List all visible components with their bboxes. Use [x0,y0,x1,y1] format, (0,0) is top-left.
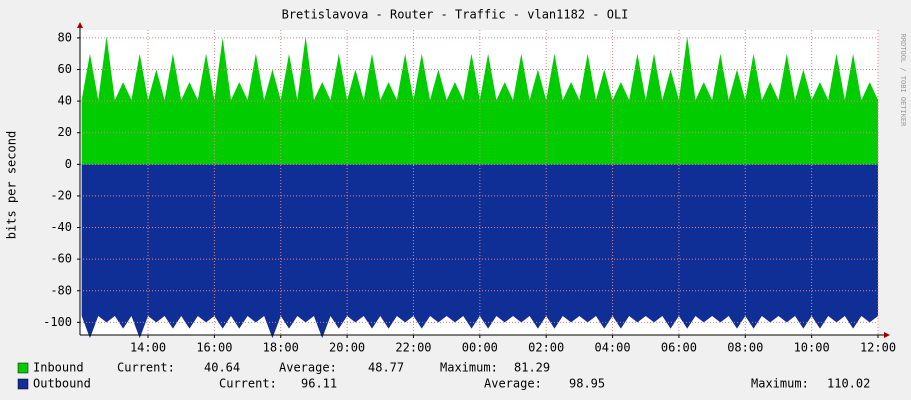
stat-label: Current: [117,361,175,375]
stat-value: 48.77 [368,361,404,375]
stat-value: 40.64 [204,361,240,375]
x-tick-label: 06:00 [661,341,697,355]
stat-value: 96.11 [301,377,337,391]
stat-value: 110.02 [827,377,870,391]
stat-value: 81.29 [514,361,550,375]
y-tick-label: -60 [50,252,72,266]
x-tick-label: 12:00 [860,341,896,355]
stat-label: Average: [484,377,542,391]
x-tick-label: 02:00 [528,341,564,355]
y-axis-arrow [77,22,83,28]
y-tick-label: -20 [50,188,72,202]
y-axis-label: bits per second [5,131,19,239]
x-tick-label: 14:00 [130,341,166,355]
x-tick-label: 18:00 [263,341,299,355]
y-tick-label: 20 [58,125,72,139]
x-tick-label: 10:00 [794,341,830,355]
stat-label: Current: [219,377,277,391]
legend-swatch [17,378,29,390]
x-axis-arrow [884,332,890,338]
y-tick-label: -40 [50,220,72,234]
y-tick-label: 40 [58,94,72,108]
legend-label: Outbound [33,377,91,391]
y-tick-label: 0 [65,157,72,171]
x-tick-label: 22:00 [395,341,431,355]
stat-value: 98.95 [569,377,605,391]
stat-label: Maximum: [751,377,809,391]
y-tick-label: -100 [43,315,72,329]
x-tick-label: 08:00 [727,341,763,355]
legend-swatch [17,362,29,374]
x-tick-label: 20:00 [329,341,365,355]
stat-label: Maximum: [440,361,498,375]
y-tick-label: 60 [58,62,72,76]
x-tick-label: 04:00 [594,341,630,355]
x-tick-label: 00:00 [462,341,498,355]
y-tick-label: 80 [58,30,72,44]
x-tick-label: 16:00 [196,341,232,355]
side-text: RRDTOOL / TOBI OETIKER [899,34,907,128]
y-tick-label: -80 [50,283,72,297]
legend-label: Inbound [33,361,84,375]
stat-label: Average: [279,361,337,375]
chart-title: Bretislavova - Router - Traffic - vlan11… [282,8,629,22]
